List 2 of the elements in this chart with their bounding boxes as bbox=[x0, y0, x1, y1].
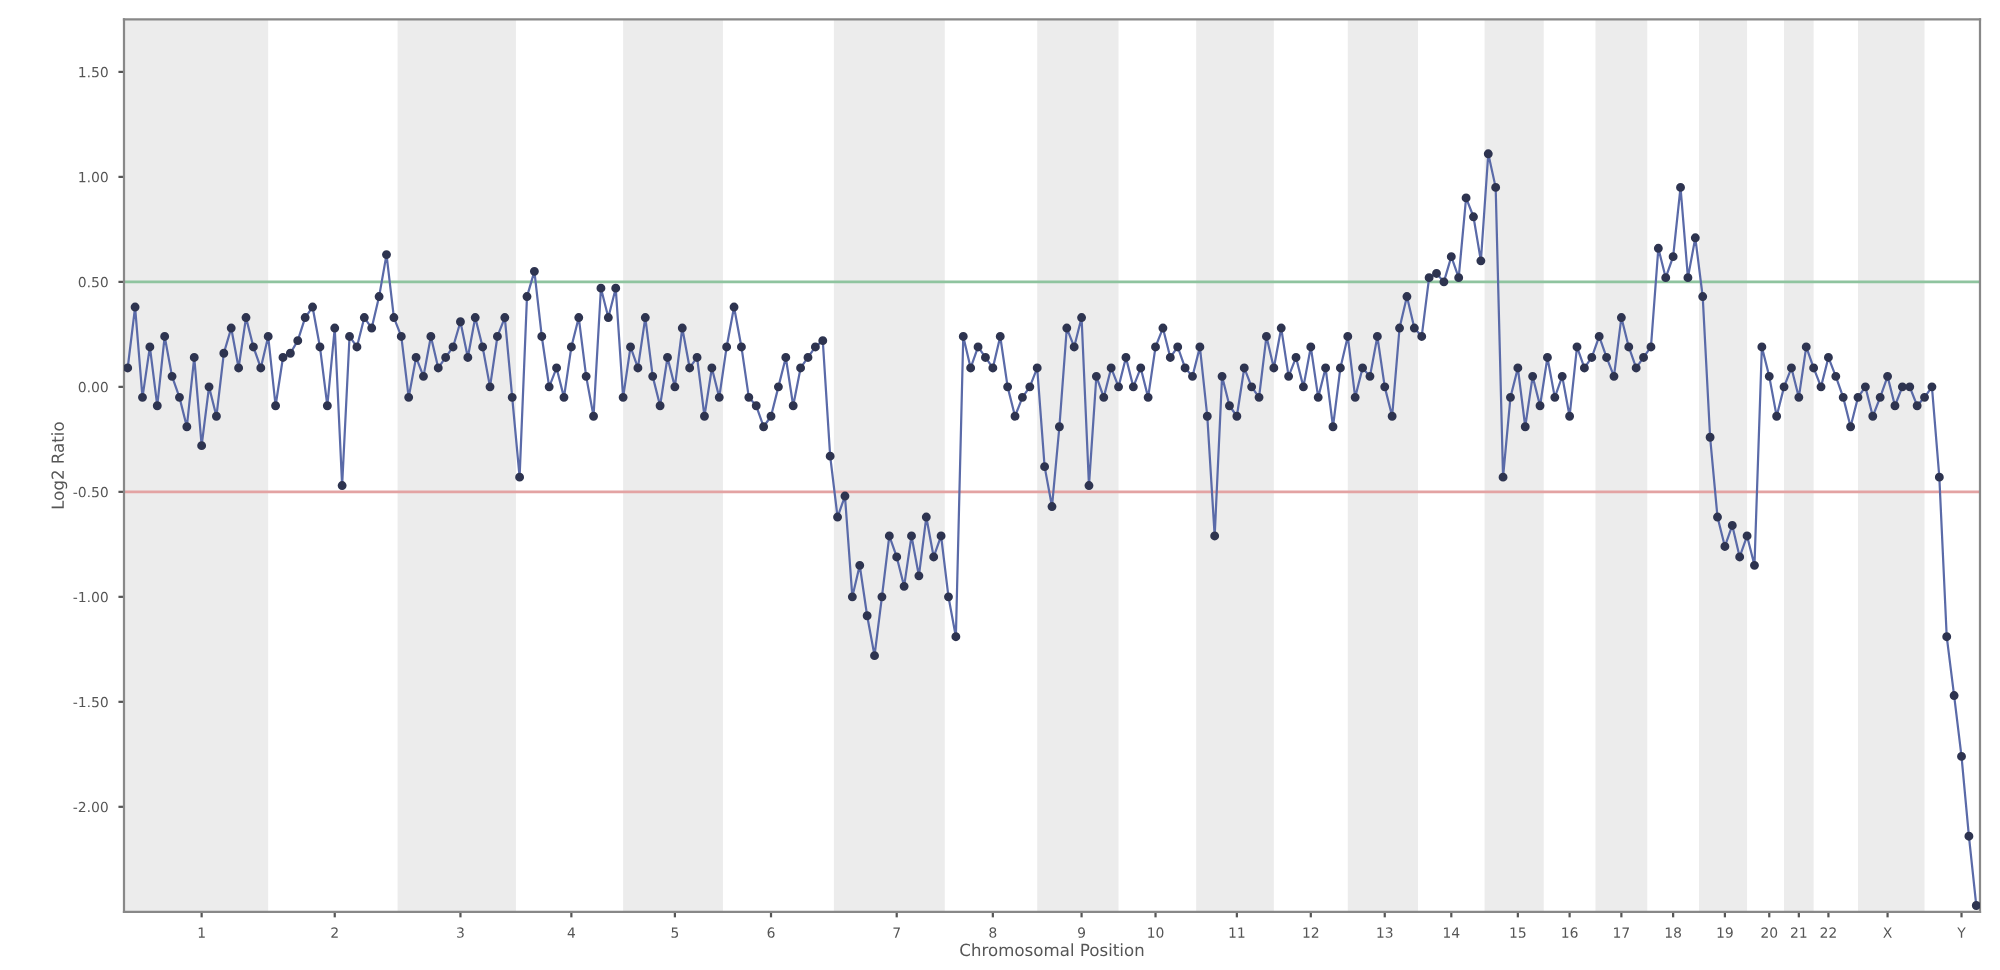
x-axis-title: Chromosomal Position bbox=[960, 943, 1144, 957]
y-axis-title: Log2 Ratio bbox=[51, 422, 68, 509]
